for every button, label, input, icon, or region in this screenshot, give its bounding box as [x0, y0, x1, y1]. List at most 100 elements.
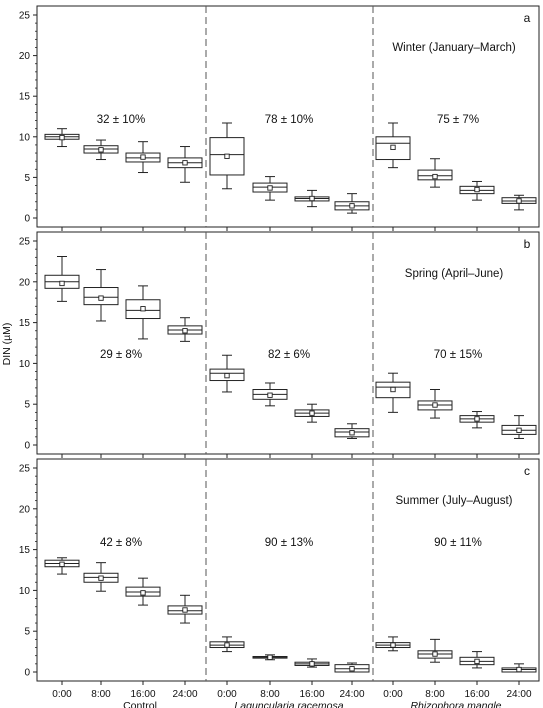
x-tick-label: 8:00 — [91, 689, 111, 700]
mean-marker — [267, 185, 273, 191]
box-control-1600 — [125, 285, 161, 340]
box-laguncularia-800 — [252, 382, 288, 407]
reduction-percent-label: 32 ± 10% — [97, 114, 146, 126]
mean-marker — [349, 666, 355, 672]
box-control-000 — [44, 256, 80, 302]
mean-marker — [182, 328, 188, 334]
x-tick-label: 24:00 — [506, 689, 531, 700]
box-rhizophora-2400 — [501, 415, 537, 439]
box-laguncularia-1600 — [294, 403, 330, 423]
y-tick-label: 5 — [24, 400, 30, 411]
mean-marker — [390, 144, 396, 151]
reduction-percent-label: 75 ± 7% — [437, 114, 479, 126]
box-rhizophora-2400 — [501, 663, 537, 673]
reduction-percent-label: 29 ± 8% — [100, 349, 142, 361]
y-tick-label: 25 — [19, 11, 31, 22]
box-laguncularia-000 — [209, 636, 245, 653]
mean-marker — [516, 198, 522, 204]
mean-marker — [309, 195, 315, 202]
y-tick-label: 5 — [24, 627, 30, 638]
reduction-percent-label: 90 ± 13% — [265, 537, 314, 549]
x-tick-label: 16:00 — [130, 689, 155, 700]
x-tick-label: 16:00 — [464, 689, 489, 700]
box-control-000 — [44, 128, 80, 148]
box-laguncularia-2400 — [334, 423, 370, 439]
mean-marker — [224, 372, 230, 379]
mean-marker — [59, 561, 65, 567]
y-tick-label: 20 — [19, 277, 31, 288]
panel-c: 0 5 10 15 20 25 c Summer (July–August) 42 ± 8% 90… — [19, 458, 540, 708]
x-tick-label: 0:00 — [52, 689, 72, 700]
mean-marker — [267, 392, 273, 398]
x-tick-label: 16:00 — [299, 689, 324, 700]
y-tick-label: 25 — [19, 237, 31, 248]
season-label: Summer (July–August) — [396, 495, 513, 507]
box-rhizophora-1600 — [459, 411, 495, 429]
mean-marker — [390, 386, 396, 393]
x-tick-label: 0:00 — [383, 689, 403, 700]
x-tick-label: 8:00 — [260, 689, 280, 700]
y-axis-label: DIN (µM) — [1, 323, 13, 366]
mean-marker — [140, 154, 146, 160]
mean-marker — [516, 427, 522, 433]
panel-letter: a — [524, 11, 531, 25]
mean-marker — [390, 642, 396, 648]
box-laguncularia-800 — [252, 176, 288, 201]
mean-marker — [309, 661, 315, 667]
box-laguncularia-000 — [209, 122, 245, 190]
mean-marker — [516, 666, 522, 673]
box-laguncularia-1600 — [294, 189, 330, 208]
x-tick-label: 0:00 — [217, 689, 237, 700]
box-rhizophora-800 — [417, 389, 453, 419]
mean-marker — [98, 295, 104, 301]
panel-letter: b — [524, 237, 531, 251]
box-laguncularia-1600 — [294, 658, 330, 668]
reduction-percent-label: 82 ± 6% — [268, 349, 310, 361]
box-rhizophora-800 — [417, 638, 453, 663]
mean-marker — [349, 430, 355, 436]
group-label: Laguncularia racemosa — [234, 700, 343, 708]
reduction-percent-label: 90 ± 11% — [434, 537, 482, 549]
panel-frame — [36, 231, 540, 455]
mean-marker — [59, 134, 65, 141]
x-tick-label: 24:00 — [339, 689, 364, 700]
mean-marker — [182, 160, 188, 166]
y-tick-label: 10 — [19, 132, 31, 143]
mean-marker — [224, 153, 230, 159]
y-tick-label: 0 — [24, 441, 30, 452]
mean-marker — [349, 203, 355, 209]
box-control-800 — [83, 139, 119, 161]
season-label: Winter (January–March) — [392, 42, 516, 54]
box-control-2400 — [167, 317, 203, 342]
box-control-1600 — [125, 141, 161, 174]
box-rhizophora-2400 — [501, 194, 537, 211]
box-rhizophora-000 — [375, 636, 411, 652]
mean-marker — [140, 306, 146, 312]
mean-marker — [267, 654, 273, 660]
mean-marker — [98, 147, 104, 153]
panel-frame — [36, 5, 540, 228]
y-tick-label: 0 — [24, 668, 30, 679]
box-control-800 — [83, 562, 119, 592]
mean-marker — [98, 575, 104, 581]
panel-frame — [36, 458, 540, 682]
y-tick-label: 20 — [19, 504, 31, 515]
box-rhizophora-1600 — [459, 651, 495, 669]
box-laguncularia-2400 — [334, 662, 370, 673]
box-rhizophora-000 — [375, 372, 411, 413]
box-control-800 — [83, 269, 119, 322]
panel-a: 0 5 10 15 20 25 a Winter (January–March) 32 ± 10… — [19, 5, 540, 231]
y-tick-label: 5 — [24, 173, 30, 184]
reduction-percent-label: 70 ± 15% — [434, 349, 483, 361]
y-tick-label: 15 — [19, 545, 31, 556]
box-rhizophora-1600 — [459, 180, 495, 201]
box-control-000 — [44, 557, 80, 575]
season-label: Spring (April–June) — [405, 268, 504, 280]
group-label: Rhizophora mangle — [410, 700, 501, 708]
mean-marker — [474, 416, 480, 422]
panel-letter: c — [524, 464, 530, 478]
reduction-percent-label: 42 ± 8% — [100, 537, 142, 549]
mean-marker — [432, 402, 438, 408]
y-tick-label: 0 — [24, 214, 30, 225]
